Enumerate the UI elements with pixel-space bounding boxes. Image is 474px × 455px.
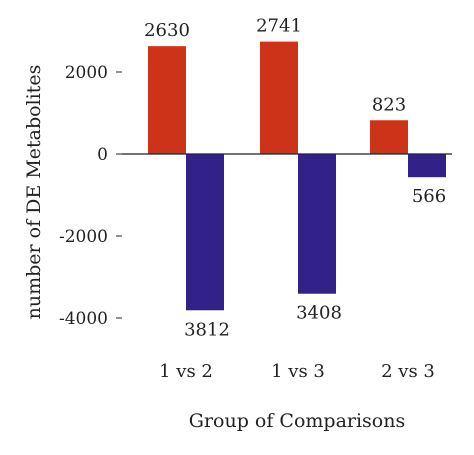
y-tick-label: 2000 [65, 63, 108, 83]
y-tick-label: 0 [97, 145, 108, 165]
y-tick-label: -4000 [59, 309, 108, 329]
category-label: 2 vs 3 [381, 361, 435, 382]
bars [148, 41, 446, 311]
y-axis-ticks: 2000 0 -2000 -4000 [59, 63, 122, 329]
data-label-series-1: 2741 [256, 16, 302, 37]
bar-series-2 [298, 154, 336, 294]
bar-series-2 [186, 154, 224, 311]
x-axis-title: Group of Comparisons [189, 410, 405, 432]
bar-series-1 [260, 41, 298, 154]
data-label-series-2: 3408 [296, 303, 342, 324]
data-labels: 2630 3812 2741 3408 823 566 [144, 16, 446, 341]
category-labels: 1 vs 2 1 vs 3 2 vs 3 [159, 361, 435, 382]
bar-series-1 [148, 46, 186, 154]
data-label-series-1: 823 [372, 94, 406, 115]
category-label: 1 vs 2 [159, 361, 213, 382]
bar-series-2 [408, 154, 446, 178]
data-label-series-2: 3812 [184, 319, 230, 340]
y-axis-title: number of DE Metabolites [23, 65, 45, 320]
category-label: 1 vs 3 [271, 361, 325, 382]
data-label-series-1: 2630 [144, 20, 190, 41]
y-tick-label: -2000 [59, 227, 108, 247]
bar-series-1 [370, 120, 408, 154]
data-label-series-2: 566 [412, 186, 446, 207]
